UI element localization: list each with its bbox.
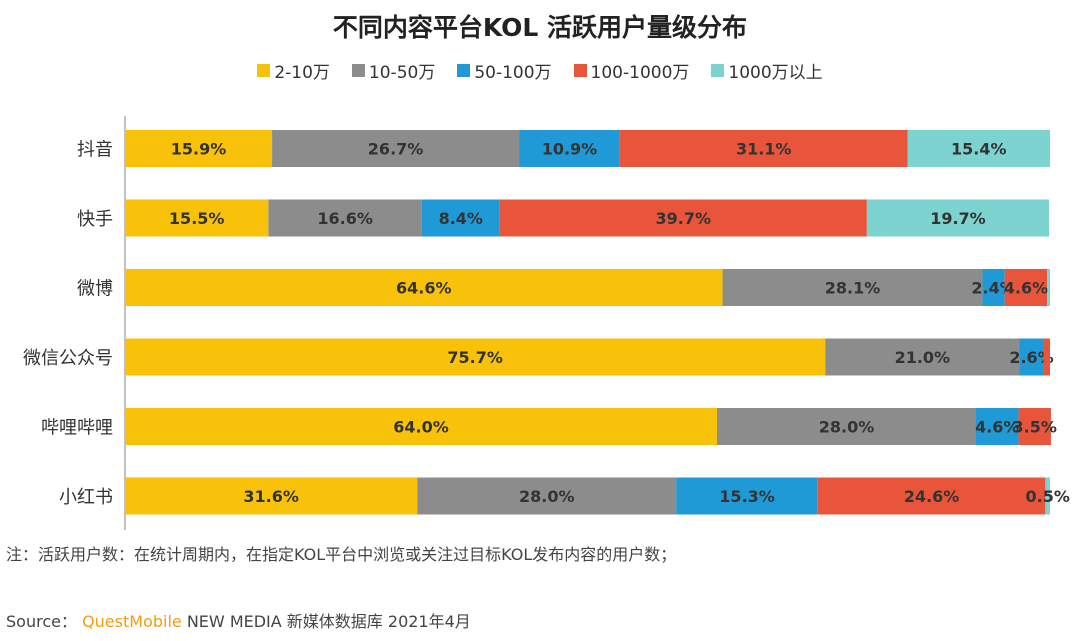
data-label: 64.6% (396, 279, 452, 298)
bar-segment (825, 338, 1020, 376)
legend-item: 100-1000万 (573, 58, 690, 83)
category-label: 快手 (77, 209, 113, 230)
data-label: 28.0% (519, 487, 575, 506)
bar-segment (417, 477, 677, 515)
data-label: 15.3% (719, 487, 775, 506)
bar-segment (722, 269, 983, 306)
chart-title: 不同内容平台KOL 活跃用户量级分布 (332, 13, 748, 42)
data-label: 21.0% (895, 348, 951, 367)
data-label: 0.5% (1026, 487, 1070, 506)
bar-segment (268, 199, 422, 237)
data-label: 10.9% (542, 140, 598, 159)
footnote: 注：活跃用户数：在统计周期内，在指定KOL平台中浏览或关注过目标KOL发布内容的… (6, 545, 677, 564)
bar-segment (272, 130, 520, 167)
bar-segment (519, 130, 620, 167)
data-label: 75.7% (447, 348, 503, 367)
bar-segment (982, 269, 1005, 306)
category-label: 哔哩哔哩 (41, 418, 113, 439)
data-label: 4.6% (1004, 279, 1048, 298)
legend-item: 50-100万 (457, 58, 552, 83)
legend-swatch (711, 64, 725, 77)
category-label: 抖音 (77, 140, 113, 161)
data-label: 26.7% (368, 140, 424, 159)
legend-label: 10-50万 (368, 63, 436, 83)
bar-segment (907, 130, 1050, 167)
source-prefix: Source： (6, 612, 77, 631)
source-line: Source： QuestMobile NEW MEDIA 新媒体数据库 202… (6, 608, 471, 632)
bar-segment (1043, 338, 1050, 376)
legend-swatch (457, 64, 471, 77)
data-label: 19.7% (930, 209, 986, 228)
bar-segment (125, 130, 273, 167)
category-label: 微信公众号 (23, 348, 113, 369)
legend-label: 100-1000万 (590, 63, 690, 83)
data-label: 8.4% (439, 209, 483, 228)
bar-segment (717, 408, 976, 445)
bar-segment (676, 477, 818, 515)
legend-swatch (351, 64, 365, 77)
data-label: 15.4% (951, 140, 1007, 159)
bar-segment (499, 199, 867, 237)
legend-item: 1000万以上 (711, 58, 823, 83)
bar-segment (1019, 338, 1044, 376)
bar-segment (125, 269, 723, 306)
bar-segment (866, 199, 1050, 237)
bar-segment (125, 338, 826, 376)
data-label: 4.6% (975, 418, 1019, 437)
data-label: 64.0% (393, 418, 449, 437)
source-brand: QuestMobile (82, 612, 182, 631)
data-label: 31.1% (736, 140, 792, 159)
data-label: 28.1% (825, 279, 881, 298)
bar-segment (1004, 269, 1048, 306)
data-label: 31.6% (243, 487, 299, 506)
data-label: 16.6% (317, 209, 373, 228)
stacked-bar-chart: 抖音 15.9% 26.7% 10.9% 31.1% 15.4% 快手 15.5% 16.6% 8… (23, 116, 1070, 530)
legend-item: 10-50万 (351, 58, 436, 83)
bar-segment (817, 477, 1046, 515)
bar-segment (619, 130, 908, 167)
bar-segment (125, 199, 269, 237)
data-label: 15.9% (171, 140, 227, 159)
data-label: 2.6% (1009, 348, 1053, 367)
legend-label: 50-100万 (474, 63, 552, 83)
source-suffix: NEW MEDIA 新媒体数据库 2021年4月 (186, 612, 471, 631)
bar-segment (421, 199, 500, 237)
legend-swatch (573, 64, 587, 77)
data-label: 15.5% (169, 209, 225, 228)
legend-swatch (257, 64, 271, 77)
category-label: 小红书 (59, 487, 113, 508)
data-label: 24.6% (904, 487, 960, 506)
data-label: 28.0% (819, 418, 875, 437)
data-label: 3.5% (1013, 418, 1057, 437)
bar-segment (1047, 269, 1050, 306)
legend-label: 1000万以上 (728, 63, 823, 83)
legend: 2-10万 10-50万 50-100万 100-1000万 1000万以上 (0, 58, 1080, 83)
data-label: 2.4% (971, 279, 1015, 298)
bar-segment (125, 408, 717, 445)
bar-segment (1018, 408, 1051, 445)
bar-segment (976, 408, 1019, 445)
bar-segment (1045, 477, 1050, 515)
data-label: 39.7% (655, 209, 711, 228)
category-label: 微博 (77, 279, 113, 300)
legend-item: 2-10万 (257, 58, 330, 83)
legend-label: 2-10万 (274, 63, 330, 83)
bar-segment (125, 477, 418, 515)
